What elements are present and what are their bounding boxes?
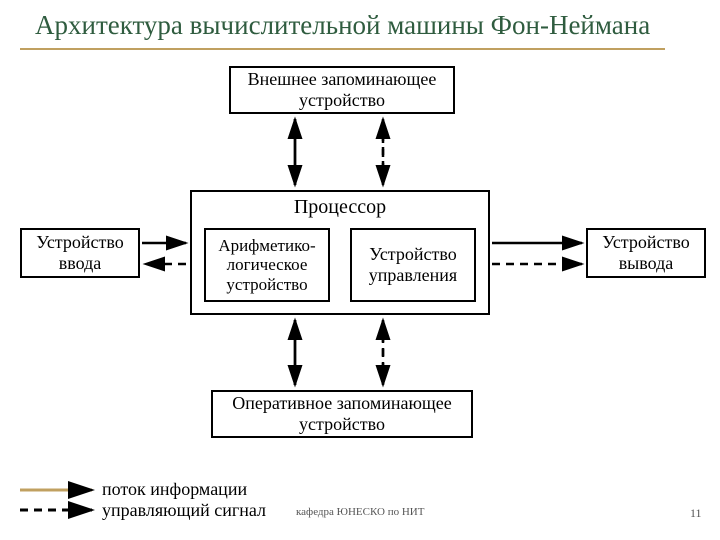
arrows-layer xyxy=(0,0,720,540)
legend-info-flow: поток информации xyxy=(102,479,247,500)
footer-text: кафедра ЮНЕСКО по НИТ xyxy=(296,506,424,518)
slide: Архитектура вычислительной машины Фон-Не… xyxy=(0,0,720,540)
legend-control-signal: управляющий сигнал xyxy=(102,500,266,521)
page-number: 11 xyxy=(690,506,702,521)
